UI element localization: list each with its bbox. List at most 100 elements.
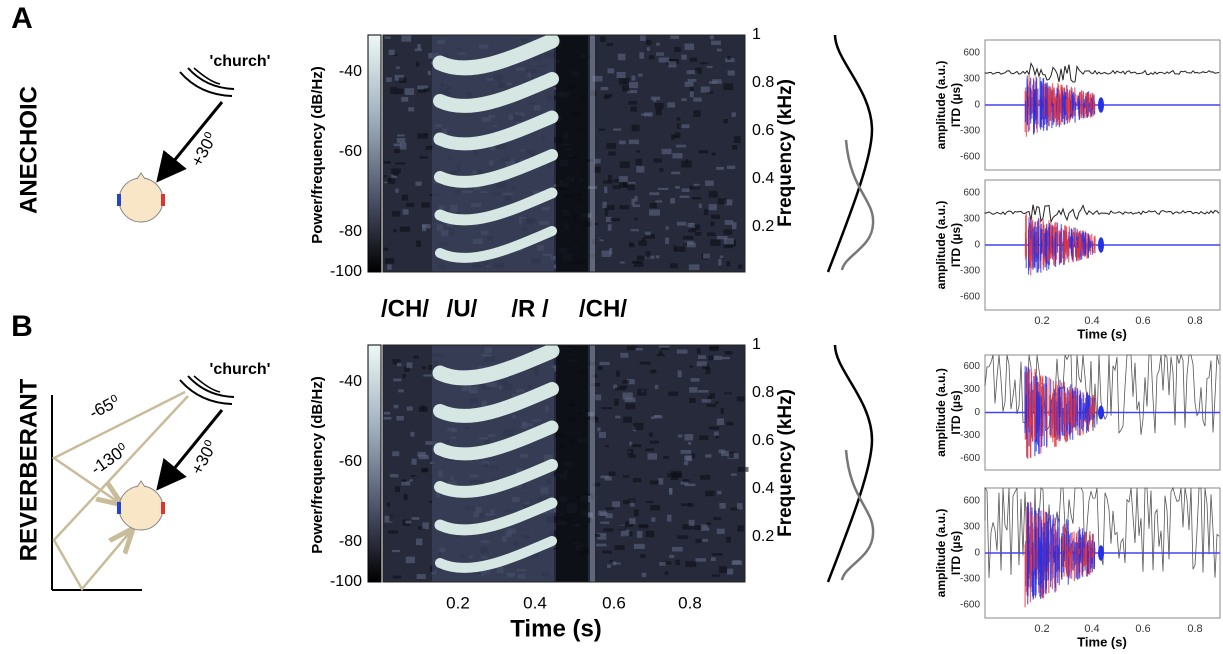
spectrogram-texture [640, 554, 646, 559]
y-tick-label: -600 [960, 600, 980, 611]
y-tick-label: 0 [974, 407, 980, 418]
spectrogram-texture [671, 134, 675, 141]
x-tick-label: 0.2 [1034, 623, 1049, 635]
spectrogram-texture [640, 35, 646, 42]
itd-label: ITD (µs) [949, 531, 963, 575]
colorbar-tick-label: -40 [339, 63, 362, 80]
spectrogram-texture [606, 43, 613, 47]
spectrogram-texture [618, 77, 630, 85]
angle-label: +30⁰ [187, 437, 221, 478]
spectrogram-texture [655, 108, 662, 116]
y-tick-label: 600 [963, 496, 980, 507]
spectrogram-texture [693, 525, 704, 531]
spectrogram-texture [425, 146, 435, 150]
spectrogram-texture [583, 493, 593, 496]
spectrogram-texture [681, 98, 687, 101]
freq-tick-label: 0.8 [752, 384, 774, 401]
spectrogram-texture [670, 198, 675, 204]
y-tick-label: 300 [963, 384, 980, 395]
spectrogram-texture [389, 474, 399, 478]
colorbar [367, 34, 382, 273]
spectrogram-texture [604, 476, 612, 481]
spectrogram-texture [620, 261, 625, 264]
y-tick-label: 0 [974, 100, 980, 111]
spectrogram-texture [674, 132, 681, 139]
spectrogram-texture [629, 441, 633, 446]
spectrogram-texture [737, 466, 749, 472]
phoneme: /CH/ [579, 295, 627, 322]
spectrogram-texture [659, 350, 663, 356]
spectrogram-texture [604, 93, 613, 98]
spectrogram-texture [632, 478, 642, 483]
spectrogram-texture [676, 349, 688, 354]
spectrogram-texture [605, 513, 613, 519]
spectrogram-texture [404, 88, 415, 96]
spectrogram-texture [684, 434, 694, 441]
time-label: Time (s) [510, 615, 602, 642]
spectrogram-texture [662, 561, 672, 565]
spectrogram-texture [661, 148, 672, 155]
speaker [193, 67, 221, 85]
spectrogram-texture [401, 35, 412, 42]
spectrogram-texture [656, 42, 660, 46]
spectrogram-texture [690, 222, 695, 228]
itd-blip [1098, 97, 1104, 113]
spectrogram-texture [607, 68, 615, 74]
spectrogram-texture [628, 139, 640, 145]
spectrogram-texture [630, 500, 635, 507]
spectrogram-texture [682, 479, 690, 483]
spectrogram-texture [720, 450, 729, 457]
spectrogram-texture [649, 209, 660, 216]
spectrogram-texture [720, 408, 725, 415]
spectrogram-texture [648, 432, 653, 437]
left-ear [117, 502, 121, 514]
spectrogram-texture [647, 453, 658, 460]
spectrogram-texture [604, 209, 608, 216]
spectrogram-texture [677, 370, 682, 378]
spectrogram-texture [716, 48, 722, 52]
spectrogram-texture [732, 560, 741, 565]
spectrogram-texture [603, 95, 610, 100]
spectrogram-texture [719, 503, 726, 509]
spectrogram-frame [382, 34, 746, 273]
panel-label: A [11, 2, 33, 35]
spectrogram-texture [700, 62, 708, 65]
spectrogram-texture [383, 161, 391, 164]
spectrogram-texture [690, 224, 701, 231]
direct-path [156, 409, 224, 491]
amplitude-trace [984, 353, 1220, 435]
spectrogram-texture [411, 474, 416, 477]
y-tick-label: -300 [960, 126, 980, 137]
spectrogram-texture [383, 175, 392, 182]
spectrogram-texture [692, 197, 702, 200]
time-tick-label: 0.2 [446, 593, 470, 612]
spectrogram-texture [600, 86, 609, 91]
spectrogram-texture [553, 87, 558, 90]
spectrogram-texture [395, 188, 399, 193]
freq-tick-label: 0.6 [752, 122, 774, 139]
spectrogram-texture [401, 194, 408, 201]
spectrogram-texture [636, 150, 640, 153]
spectrogram-texture [384, 515, 393, 523]
spectrogram-texture [397, 362, 402, 367]
spectrogram-texture [553, 471, 557, 477]
spectrogram-texture [712, 574, 721, 577]
spectrogram-texture [616, 72, 626, 79]
spectrogram-texture [384, 258, 395, 264]
spectrogram-texture [396, 134, 405, 137]
spectrogram-texture [614, 387, 626, 391]
spectrogram-texture [705, 367, 711, 375]
spectrogram-texture [401, 479, 407, 483]
spectrogram-texture [634, 217, 638, 221]
spectrogram-texture [726, 165, 736, 169]
spectrogram-texture [698, 435, 709, 440]
spectrogram-texture [612, 185, 621, 190]
colorbar-label: Power/frequency (dB/Hz) [309, 376, 326, 554]
spectrogram-texture [399, 142, 407, 150]
colorbar-tick-label: -100 [330, 573, 362, 590]
spectrogram-texture [676, 221, 687, 226]
spectrogram-texture [386, 502, 391, 507]
spectrogram-texture [731, 473, 737, 476]
x-tick-label: 0.8 [1187, 623, 1202, 635]
